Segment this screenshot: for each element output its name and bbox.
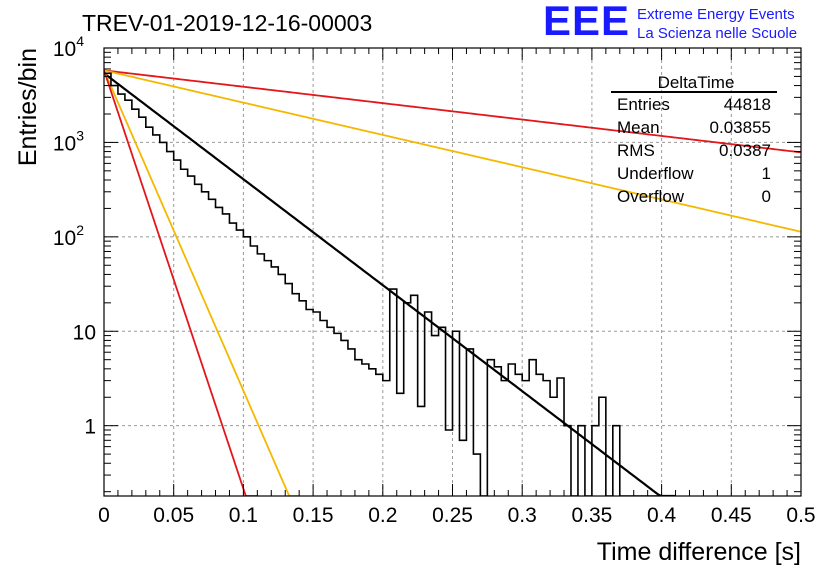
x-tick-label: 0.05: [153, 504, 194, 527]
y-axis-label: Entries/bin: [14, 48, 42, 166]
chart-title: TREV-01-2019-12-16-00003: [82, 10, 372, 36]
y-tick-base: 10: [73, 321, 96, 344]
y-tick-base: 10: [53, 132, 76, 155]
x-tick-label: 0.15: [293, 504, 334, 527]
x-tick-label: 0.35: [571, 504, 612, 527]
x-tick-label: 0.2: [368, 504, 397, 527]
logo-line-1: Extreme Energy Events: [637, 6, 795, 23]
plot-area: [104, 69, 801, 496]
histogram-steps: [104, 72, 662, 496]
stats-label: Underflow: [617, 164, 694, 183]
fit-curve-4: [104, 70, 258, 496]
stats-value: 0.0387: [719, 141, 771, 160]
fit-curve-1: [104, 69, 801, 233]
stats-value: 0.03855: [710, 118, 771, 137]
eee-logo: EEE Extreme Energy Events La Scienza nel…: [540, 0, 836, 48]
stats-value: 0: [762, 187, 771, 206]
x-tick-label: 0.5: [786, 504, 815, 527]
x-axis-label: Time difference [s]: [597, 538, 801, 566]
y-tick-exponent: 4: [76, 33, 84, 49]
fit-curve-0: [104, 69, 801, 154]
stats-title: DeltaTime: [658, 73, 735, 92]
y-tick-base: 10: [53, 227, 76, 250]
y-tick-base: 1: [84, 416, 96, 439]
stats-label: Entries: [617, 95, 670, 114]
y-tick-base: 10: [53, 38, 76, 61]
y-tick-label: 103: [53, 127, 84, 155]
fit-curve-3: [104, 69, 300, 496]
x-tick-label: 0.25: [432, 504, 473, 527]
y-tick-label: 1: [84, 416, 96, 439]
x-tick-label: 0.45: [711, 504, 752, 527]
y-tick-label: 104: [53, 33, 84, 61]
x-tick-label: 0.3: [508, 504, 537, 527]
x-tick-label: 0: [98, 504, 110, 527]
stats-value: 1: [762, 164, 771, 183]
logo-line-2: La Scienza nelle Scuole: [637, 25, 798, 42]
stats-label: Overflow: [617, 187, 685, 206]
stats-label: Mean: [617, 118, 660, 137]
y-tick-exponent: 3: [76, 127, 84, 143]
y-tick-label: 10: [73, 321, 96, 344]
eee-logo-mark: EEE: [543, 0, 631, 44]
x-tick-label: 0.1: [229, 504, 258, 527]
x-tick-label: 0.4: [647, 504, 677, 527]
y-tick-label: 102: [53, 222, 84, 250]
stats-value: 44818: [724, 95, 771, 114]
stats-label: RMS: [617, 141, 655, 160]
y-tick-exponent: 2: [76, 222, 84, 238]
